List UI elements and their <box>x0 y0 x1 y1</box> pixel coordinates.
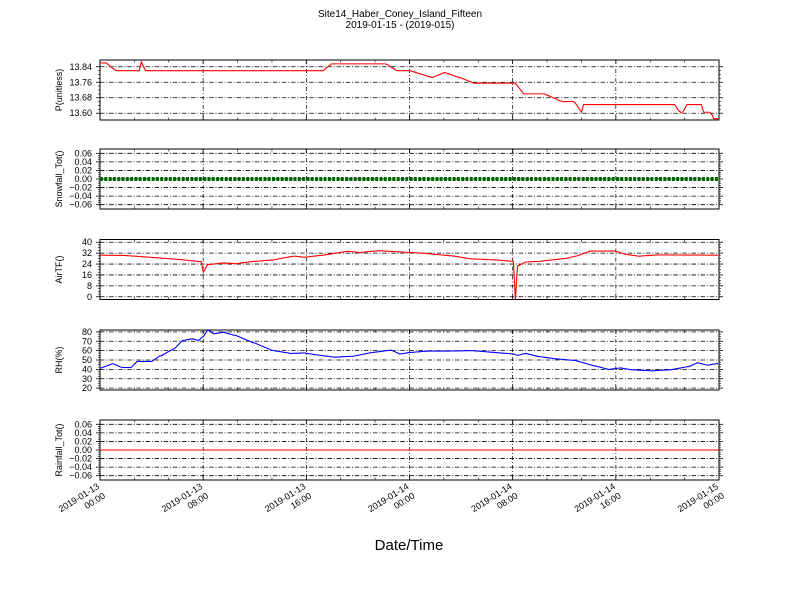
svg-text:−0.04: −0.04 <box>69 462 92 472</box>
svg-text:30: 30 <box>82 374 92 384</box>
svg-text:13.84: 13.84 <box>69 62 92 72</box>
svg-text:0.00: 0.00 <box>74 174 92 184</box>
svg-text:0.00: 0.00 <box>74 445 92 455</box>
svg-text:AirTF(): AirTF() <box>54 256 64 284</box>
svg-text:80: 80 <box>82 327 92 337</box>
svg-text:2019-01-15 - (2019-015): 2019-01-15 - (2019-015) <box>346 20 455 31</box>
svg-text:13.68: 13.68 <box>69 93 92 103</box>
svg-text:40: 40 <box>82 364 92 374</box>
svg-text:−0.02: −0.02 <box>69 183 92 193</box>
svg-text:13.60: 13.60 <box>69 108 92 118</box>
svg-text:40: 40 <box>82 237 92 247</box>
svg-text:0.02: 0.02 <box>74 436 92 446</box>
svg-text:−0.06: −0.06 <box>69 471 92 481</box>
svg-text:20: 20 <box>82 383 92 393</box>
svg-text:0.04: 0.04 <box>74 157 92 167</box>
svg-text:Date/Time: Date/Time <box>375 537 444 554</box>
svg-text:Rainfall_Tot(): Rainfall_Tot() <box>54 423 64 476</box>
svg-text:13.76: 13.76 <box>69 77 92 87</box>
svg-text:RH(%): RH(%) <box>54 347 64 374</box>
svg-text:16: 16 <box>82 270 92 280</box>
svg-text:8: 8 <box>87 281 92 291</box>
svg-text:0.06: 0.06 <box>74 148 92 158</box>
svg-text:Snowfall_Tot(): Snowfall_Tot() <box>54 150 64 207</box>
svg-text:0: 0 <box>87 292 92 302</box>
svg-text:24: 24 <box>82 259 92 269</box>
svg-text:0.06: 0.06 <box>74 419 92 429</box>
svg-text:P(unitless): P(unitless) <box>54 69 64 112</box>
svg-text:−0.04: −0.04 <box>69 191 92 201</box>
svg-text:70: 70 <box>82 336 92 346</box>
svg-text:32: 32 <box>82 248 92 258</box>
svg-text:50: 50 <box>82 355 92 365</box>
svg-text:−0.06: −0.06 <box>69 200 92 210</box>
svg-text:0.02: 0.02 <box>74 165 92 175</box>
svg-text:0.04: 0.04 <box>74 428 92 438</box>
svg-text:Site14_Haber_Coney_Island_Fift: Site14_Haber_Coney_Island_Fifteen <box>318 9 482 20</box>
svg-text:−0.02: −0.02 <box>69 454 92 464</box>
svg-text:60: 60 <box>82 346 92 356</box>
